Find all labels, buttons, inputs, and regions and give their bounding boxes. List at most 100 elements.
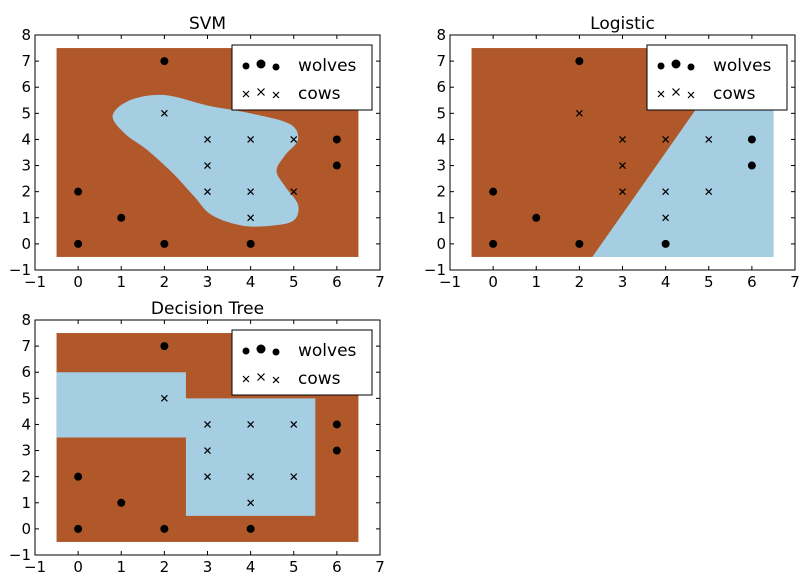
wolf-point	[160, 239, 169, 248]
wolf-point	[246, 239, 255, 248]
wolf-point	[332, 420, 341, 429]
wolf-point	[332, 161, 341, 170]
y-tick-label: 5	[21, 104, 31, 122]
y-tick-label: −1	[9, 546, 31, 564]
chart-title: Logistic	[590, 14, 655, 34]
cow-marker-stroke	[247, 473, 255, 481]
legend-box	[231, 329, 373, 396]
cow-marker-stroke	[662, 188, 670, 196]
cows-region	[56, 372, 316, 516]
legend-wolf-marker	[671, 59, 681, 69]
legend-wolf-marker	[687, 63, 695, 71]
cow-marker-stroke	[247, 188, 255, 196]
x-tick-label: 4	[661, 273, 671, 291]
legend-entry-wolves: wolves	[242, 341, 357, 361]
y-tick-label: 4	[21, 130, 31, 148]
y-tick-label: 3	[21, 157, 31, 175]
y-tick-label: 1	[21, 494, 31, 512]
x-tick-label: −1	[24, 273, 46, 291]
chart-title: Decision Tree	[151, 299, 264, 319]
cow-marker-stroke	[662, 136, 670, 143]
wolf-point	[160, 524, 169, 533]
cow-point	[204, 162, 211, 169]
cow-marker-stroke	[662, 214, 670, 222]
x-tick-label: 0	[488, 273, 498, 291]
cow-point	[662, 136, 670, 143]
cow-marker-stroke	[204, 421, 211, 428]
cow-point	[247, 188, 255, 196]
legend: wolves cows	[231, 329, 373, 396]
cow-point	[247, 473, 255, 481]
legend-label: wolves	[298, 341, 357, 361]
cow-point	[662, 188, 670, 196]
cow-point	[290, 473, 298, 481]
cow-point	[575, 109, 583, 117]
cow-marker-stroke	[204, 473, 211, 481]
legend-entry-wolves: wolves	[242, 56, 357, 76]
y-tick-label: 2	[21, 183, 31, 201]
wolf-point	[747, 135, 756, 144]
y-tick-label: 3	[436, 157, 446, 175]
cow-marker-stroke	[619, 136, 626, 143]
y-tick-label: 2	[21, 468, 31, 486]
legend-cow-marker	[257, 373, 265, 381]
cow-point	[705, 136, 713, 143]
wolf-point	[575, 239, 584, 248]
cow-point	[204, 447, 211, 454]
legend-cow-marker	[687, 91, 695, 99]
wolf-point	[575, 57, 584, 66]
cow-point	[204, 188, 211, 196]
cow-marker-stroke	[705, 188, 713, 196]
chart-decision-tree: −1 0 1 2 3 4 5 6 7 −1 0 1 2 3 4 5 6 7 8 Decision Tree wolves…	[9, 299, 385, 576]
cow-marker-stroke	[290, 473, 298, 481]
y-tick-label: 7	[21, 52, 31, 70]
cow-marker-stroke	[204, 136, 211, 143]
wolf-point	[74, 239, 83, 248]
cow-point	[662, 214, 670, 222]
cow-marker-stroke	[204, 447, 211, 454]
legend-label: cows	[298, 369, 341, 389]
y-tick-label: 0	[436, 235, 446, 253]
cow-point	[204, 136, 211, 143]
cow-point	[247, 214, 255, 222]
legend-label: wolves	[713, 56, 772, 76]
legend-label: wolves	[298, 56, 357, 76]
legend-wolf-marker	[256, 59, 266, 69]
legend-entry-cows: cows	[242, 369, 341, 389]
wolf-point	[661, 239, 670, 248]
y-tick-label: 4	[436, 130, 446, 148]
cow-marker-stroke	[290, 136, 298, 143]
y-tick-label: 7	[21, 337, 31, 355]
x-tick-label: 4	[246, 558, 256, 576]
cow-point	[204, 421, 211, 428]
legend-wolf-marker	[242, 62, 250, 70]
y-tick-label: 8	[436, 26, 446, 44]
wolf-point	[74, 472, 83, 481]
legend-cow-marker	[272, 376, 280, 384]
legend-entry-wolves: wolves	[657, 56, 772, 76]
wolf-point	[246, 524, 255, 533]
x-tick-label: 2	[160, 273, 170, 291]
legend-cow-marker	[672, 88, 680, 96]
x-tick-label: −1	[24, 558, 46, 576]
legend: wolves cows	[231, 44, 373, 111]
x-tick-label: 5	[289, 558, 299, 576]
x-tick-label: 0	[73, 558, 83, 576]
wolf-point	[489, 239, 498, 248]
cow-marker-stroke	[160, 109, 168, 117]
y-tick-label: 5	[436, 104, 446, 122]
x-tick-label: 3	[203, 273, 213, 291]
x-tick-label: 7	[375, 558, 385, 576]
y-tick-label: 0	[21, 520, 31, 538]
cow-point	[290, 136, 298, 143]
x-tick-label: 3	[618, 273, 628, 291]
wolf-point	[332, 446, 341, 455]
y-tick-label: 3	[21, 442, 31, 460]
wolf-point	[74, 187, 83, 196]
legend-cow-marker	[272, 91, 280, 99]
wolf-point	[532, 213, 541, 222]
legend-wolf-marker	[242, 347, 250, 355]
legend-label: cows	[713, 84, 756, 104]
cow-point	[619, 188, 626, 196]
